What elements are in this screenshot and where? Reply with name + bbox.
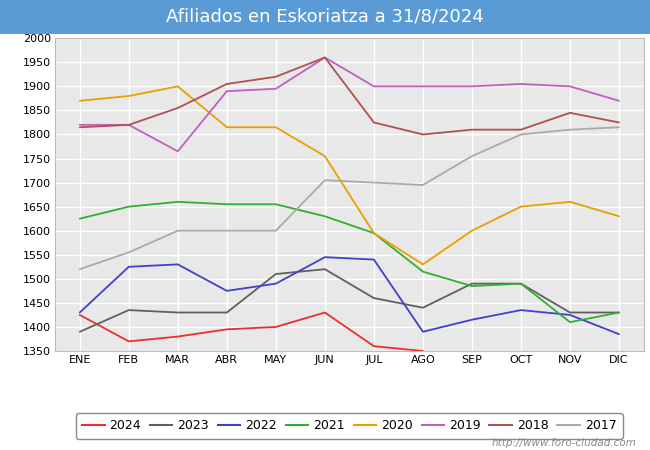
Text: Afiliados en Eskoriatza a 31/8/2024: Afiliados en Eskoriatza a 31/8/2024 [166,8,484,26]
Text: http://www.foro-ciudad.com: http://www.foro-ciudad.com [492,438,637,448]
Legend: 2024, 2023, 2022, 2021, 2020, 2019, 2018, 2017: 2024, 2023, 2022, 2021, 2020, 2019, 2018… [76,413,623,439]
